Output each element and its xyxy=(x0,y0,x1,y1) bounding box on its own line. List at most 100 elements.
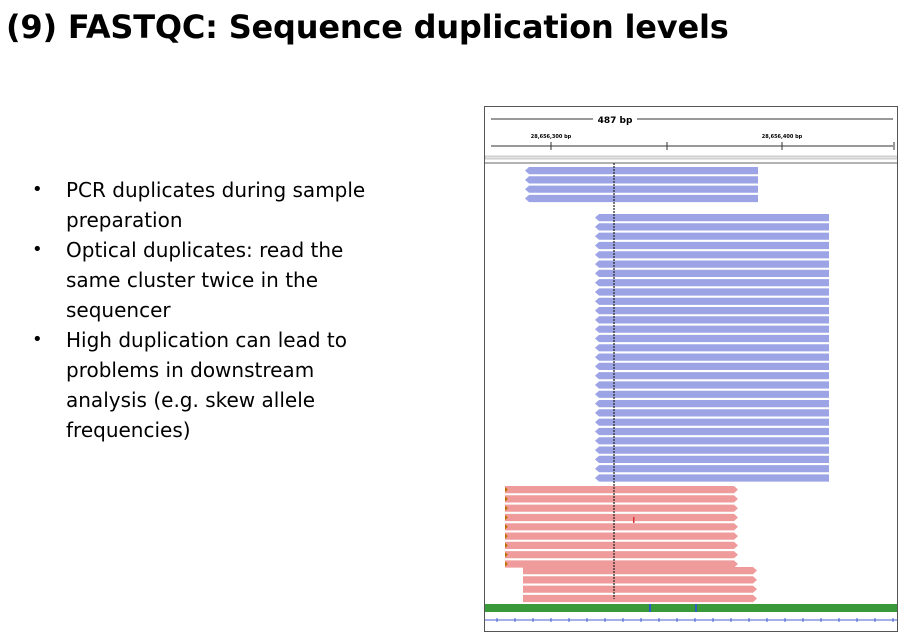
reference-base xyxy=(675,604,677,612)
reference-base xyxy=(829,604,831,612)
reference-base xyxy=(639,604,641,612)
reference-base xyxy=(777,604,779,612)
reference-base xyxy=(505,604,507,612)
reference-base xyxy=(775,604,777,612)
reference-base xyxy=(547,604,549,612)
reference-base xyxy=(837,604,839,612)
reference-base xyxy=(503,604,505,612)
reference-base xyxy=(851,604,853,612)
reverse-read xyxy=(525,176,758,184)
reference-base xyxy=(773,604,775,612)
read-start-marker xyxy=(505,552,508,558)
reference-base xyxy=(769,604,771,612)
bullet-list: • PCR duplicates during sample preparati… xyxy=(30,175,400,445)
slide-title: (9) FASTQC: Sequence duplication levels xyxy=(6,8,729,46)
reference-base xyxy=(489,604,491,612)
reference-base xyxy=(687,604,689,612)
reference-base xyxy=(741,604,743,612)
reference-base xyxy=(849,604,851,612)
reference-base xyxy=(573,604,575,612)
reference-base xyxy=(815,604,817,612)
reference-base xyxy=(673,604,675,612)
reference-base xyxy=(559,604,561,612)
reads-track xyxy=(505,163,829,603)
igv-ruler: 487 bp 28,656,300 bp 28,656,400 bp xyxy=(485,116,897,164)
reference-base xyxy=(595,604,597,612)
reference-base xyxy=(597,604,599,612)
reference-base xyxy=(623,604,625,612)
reference-base xyxy=(563,604,565,612)
reverse-read xyxy=(595,455,829,463)
reference-base xyxy=(643,604,645,612)
reference-base xyxy=(521,604,523,612)
reverse-read xyxy=(595,372,829,380)
reverse-read xyxy=(595,316,829,324)
reference-base xyxy=(763,604,765,612)
reference-base xyxy=(567,604,569,612)
reference-base xyxy=(807,604,809,612)
reference-base xyxy=(751,604,753,612)
forward-read xyxy=(523,594,757,603)
reference-base xyxy=(587,604,589,612)
forward-read xyxy=(523,567,757,575)
reference-base xyxy=(809,604,811,612)
reference-base xyxy=(757,604,759,612)
reference-base xyxy=(759,604,761,612)
reference-base xyxy=(633,604,635,612)
reference-base xyxy=(631,604,633,612)
reference-base xyxy=(785,604,787,612)
bullet-dot-icon: • xyxy=(32,239,43,260)
reference-base xyxy=(889,604,891,612)
reference-base xyxy=(583,604,585,612)
bullet-item: • Optical duplicates: read the same clus… xyxy=(30,235,400,325)
reference-base xyxy=(875,604,877,612)
reference-base xyxy=(517,604,519,612)
reverse-read xyxy=(595,465,829,473)
ruler-label: 28,656,400 bp xyxy=(762,134,803,140)
reverse-read xyxy=(595,418,829,426)
read-start-marker xyxy=(505,524,508,530)
reverse-read xyxy=(595,232,829,240)
forward-read xyxy=(505,560,738,568)
reverse-read xyxy=(595,297,829,305)
reference-base xyxy=(761,604,763,612)
reference-base xyxy=(863,604,865,612)
reference-base xyxy=(719,604,721,612)
reference-base xyxy=(753,604,755,612)
reference-base xyxy=(657,604,659,612)
reference-base xyxy=(811,604,813,612)
reference-base xyxy=(533,604,535,612)
reference-base xyxy=(603,604,605,612)
reference-base xyxy=(897,604,898,612)
reference-base xyxy=(841,604,843,612)
bullet-dot-icon: • xyxy=(32,329,43,350)
reference-base xyxy=(859,604,861,612)
reverse-read xyxy=(595,437,829,445)
reference-base xyxy=(557,604,559,612)
reference-base xyxy=(855,604,857,612)
forward-read xyxy=(505,513,738,522)
reference-base xyxy=(847,604,849,612)
forward-read xyxy=(505,532,738,540)
reverse-read xyxy=(595,409,829,417)
reverse-read xyxy=(595,241,829,250)
reference-base xyxy=(647,604,649,612)
reference-base xyxy=(541,604,543,612)
reference-base xyxy=(701,604,703,612)
span-label: 487 bp xyxy=(598,116,633,126)
igv-alignment-view: 487 bp 28,656,300 bp 28,656,400 bp xyxy=(484,106,898,632)
reference-base xyxy=(601,604,603,612)
reference-base xyxy=(827,604,829,612)
reference-base xyxy=(515,604,517,612)
reference-base xyxy=(493,604,495,612)
reference-base xyxy=(813,604,815,612)
reference-base xyxy=(691,604,693,612)
reference-base xyxy=(737,604,739,612)
igv-alignment-image: 487 bp 28,656,300 bp 28,656,400 bp xyxy=(485,116,898,622)
reference-base xyxy=(695,604,697,612)
reference-base xyxy=(519,604,521,612)
reverse-read xyxy=(595,214,829,222)
reference-base xyxy=(885,604,887,612)
reverse-read xyxy=(595,362,829,370)
reference-base xyxy=(873,604,875,612)
